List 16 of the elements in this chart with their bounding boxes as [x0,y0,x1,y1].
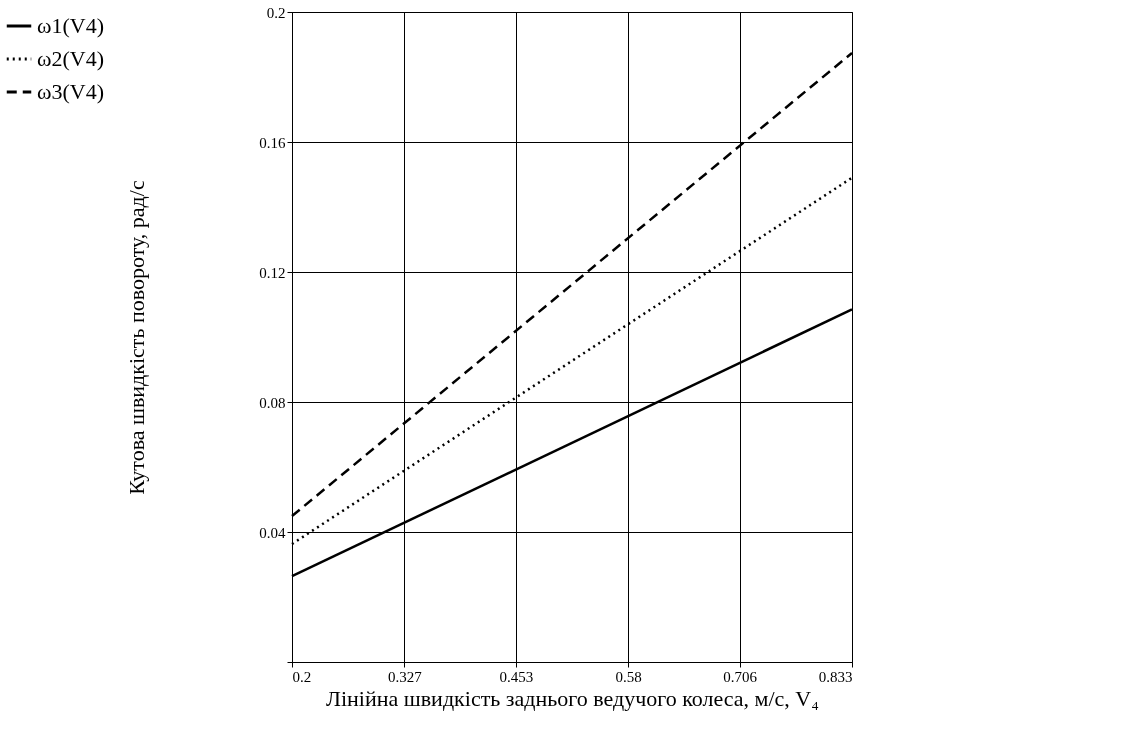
y-tick-label: 0.08 [259,394,286,411]
x-tick-label: 0.327 [387,668,423,685]
y-tick-label: 0.04 [259,524,286,541]
y-tick-label: 0.2 [266,4,286,21]
legend-label: ω1(V4) [37,13,105,38]
y-tick-label: 0.12 [259,264,286,281]
legend-label: ω3(V4) [37,79,105,104]
x-tick-label: 0.58 [615,668,642,685]
x-axis-title: Лінійна швидкість заднього ведучого колеса, м/с, V₄ [326,685,819,711]
x-tick-label: 0.453 [499,668,534,685]
y-tick-label: 0.16 [259,134,286,151]
x-tick-label: 0.833 [818,668,853,685]
x-tick-label: 0.2 [292,668,312,685]
x-tick-label: 0.706 [723,668,758,685]
y-axis-title: Кутова швидкість повороту, рад/с [124,180,150,495]
legend-label: ω2(V4) [37,46,105,71]
